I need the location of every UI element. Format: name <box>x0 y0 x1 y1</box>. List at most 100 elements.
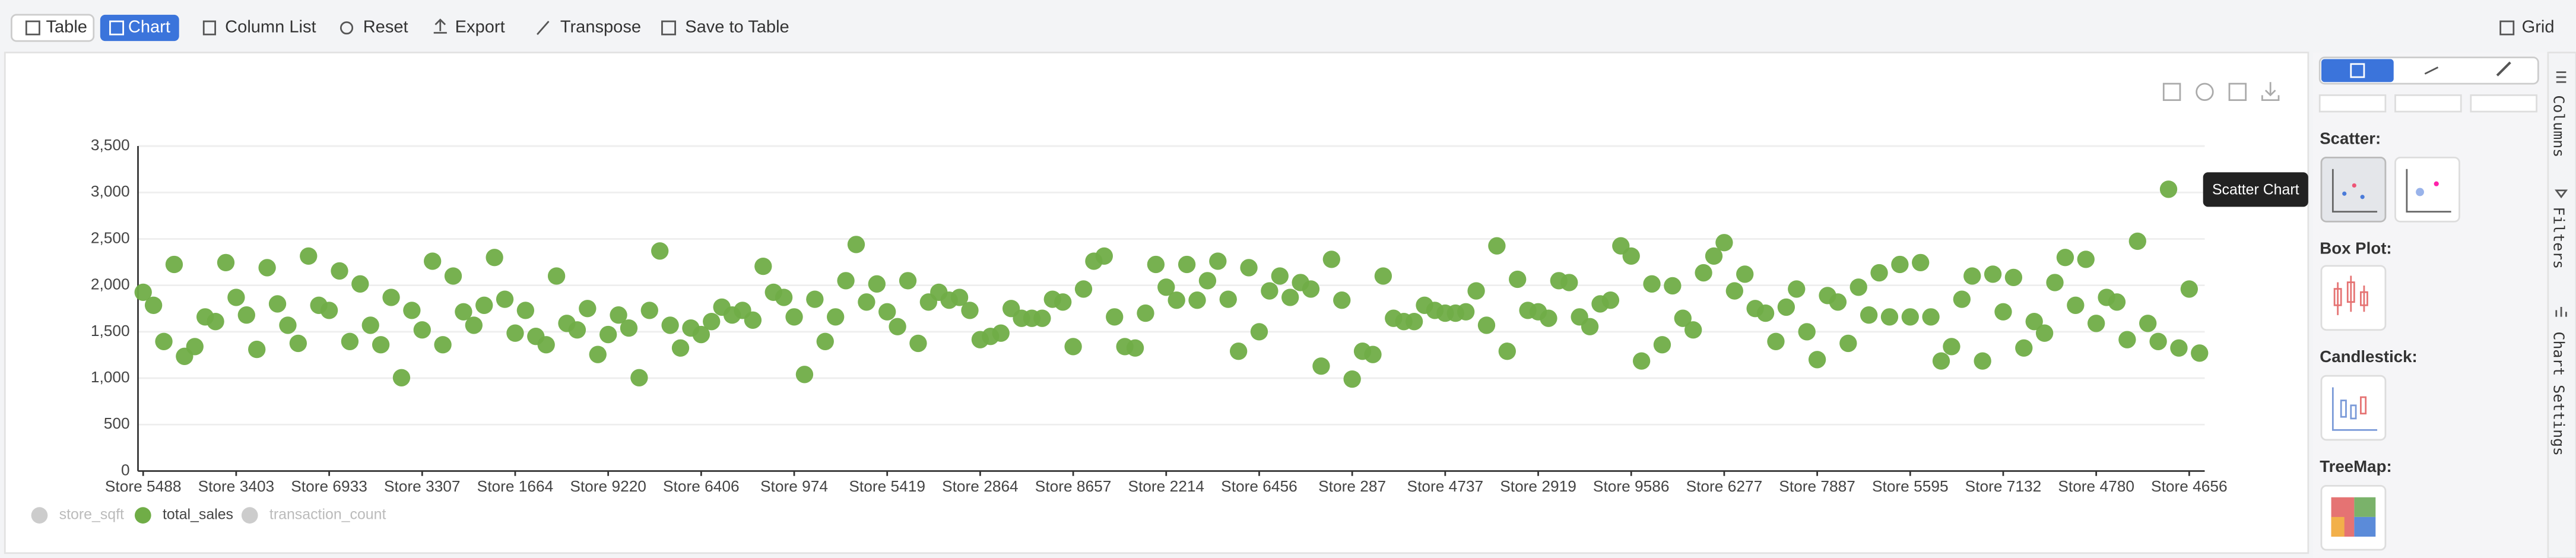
point <box>671 339 690 357</box>
point <box>186 338 204 356</box>
chart-toolbox <box>2162 82 2280 102</box>
point <box>1684 321 1702 339</box>
point <box>207 313 224 331</box>
point <box>382 288 400 306</box>
point <box>1963 267 1981 285</box>
point <box>703 313 721 331</box>
point <box>878 303 896 321</box>
point <box>2128 232 2146 251</box>
point <box>372 336 390 354</box>
sidebar-tab[interactable] <box>2496 61 2511 77</box>
point <box>1808 351 1826 369</box>
toolbox-icon[interactable] <box>2196 83 2214 102</box>
point <box>795 366 814 383</box>
x-tick-label: Store 4656 <box>2151 477 2228 495</box>
point <box>2015 339 2033 357</box>
chart-type-tile[interactable] <box>2394 157 2460 223</box>
icon <box>2406 169 2451 213</box>
x-tick-label: Store 4737 <box>1407 477 1484 495</box>
x-tick-label: Store 5419 <box>849 477 925 495</box>
section-label: Candlestick: <box>2320 347 2418 366</box>
point <box>1240 259 1258 277</box>
point <box>547 267 566 285</box>
point <box>1984 265 2002 283</box>
point <box>1870 264 1888 282</box>
tab-icons <box>2555 71 2568 317</box>
toolbar-button[interactable]: Transpose <box>560 18 641 37</box>
point <box>1601 291 1620 309</box>
x-tick-label: Store 9586 <box>1593 477 1670 495</box>
point <box>506 324 524 342</box>
point <box>1860 306 1878 324</box>
point <box>661 316 679 334</box>
grid-button[interactable]: Grid <box>2522 18 2555 37</box>
point <box>516 302 535 319</box>
y-tick-label: 1,500 <box>91 322 130 340</box>
point <box>496 290 514 308</box>
point <box>1560 274 1578 291</box>
point <box>1477 316 1496 334</box>
icon <box>661 20 676 36</box>
point <box>610 306 627 324</box>
point <box>1106 308 1124 326</box>
point <box>2067 296 2085 314</box>
point <box>1777 298 1795 316</box>
side-tab[interactable]: Chart Settings <box>2550 331 2568 456</box>
toolbar-button[interactable]: Column List <box>225 18 316 37</box>
point <box>2056 249 2074 267</box>
point <box>1788 280 1806 298</box>
toolbar-button[interactable]: Save to Table <box>685 18 789 37</box>
point <box>1509 270 1527 288</box>
point <box>1901 308 1919 326</box>
point <box>1250 323 1268 341</box>
point <box>165 255 183 274</box>
x-tick-label: Store 1664 <box>477 477 554 495</box>
chart-type-tile[interactable] <box>2320 157 2387 223</box>
point <box>640 302 658 319</box>
side-tab[interactable]: Filters <box>2550 207 2568 269</box>
point <box>826 308 845 326</box>
toolbar-button[interactable]: Table <box>46 18 87 37</box>
legend-label: store_sqft <box>59 506 124 523</box>
point <box>1488 237 1506 255</box>
point <box>300 247 318 265</box>
point <box>320 302 338 319</box>
point <box>1374 267 1392 285</box>
point <box>424 252 442 270</box>
point <box>1643 275 1661 293</box>
sidebar-tab[interactable] <box>2424 66 2439 75</box>
option[interactable] <box>2470 94 2537 113</box>
point <box>465 316 483 334</box>
point <box>599 325 617 344</box>
point <box>134 283 152 302</box>
toolbar-button[interactable]: Export <box>455 18 505 37</box>
chart-type-tile[interactable] <box>2320 375 2387 441</box>
toolbar-button[interactable]: Chart <box>128 18 170 37</box>
point <box>2087 315 2105 332</box>
option[interactable] <box>2394 94 2462 113</box>
point <box>227 288 245 306</box>
toolbox-icon[interactable] <box>2228 83 2247 102</box>
sidebar-tab-active[interactable] <box>2321 59 2394 83</box>
point <box>1922 308 1940 326</box>
side-tab[interactable]: Columns <box>2550 95 2568 157</box>
point <box>1229 343 1248 360</box>
point <box>444 267 462 285</box>
icon <box>2331 387 2378 431</box>
option[interactable] <box>2318 94 2387 113</box>
toolbar-button[interactable]: Reset <box>363 18 408 37</box>
point <box>2118 331 2136 348</box>
point <box>899 272 917 290</box>
toolbox-icon[interactable] <box>2162 83 2181 102</box>
point <box>1798 323 1816 341</box>
point <box>1705 247 1723 265</box>
y-tick-label: 2,000 <box>91 275 130 293</box>
point <box>775 288 793 306</box>
point <box>1312 357 1330 375</box>
toolbox-icon[interactable] <box>2261 82 2280 102</box>
legend-label: total_sales <box>163 506 233 523</box>
x-tick-label: Store 7132 <box>1965 477 2042 495</box>
point <box>785 308 803 326</box>
point <box>537 336 555 354</box>
point <box>579 300 597 318</box>
